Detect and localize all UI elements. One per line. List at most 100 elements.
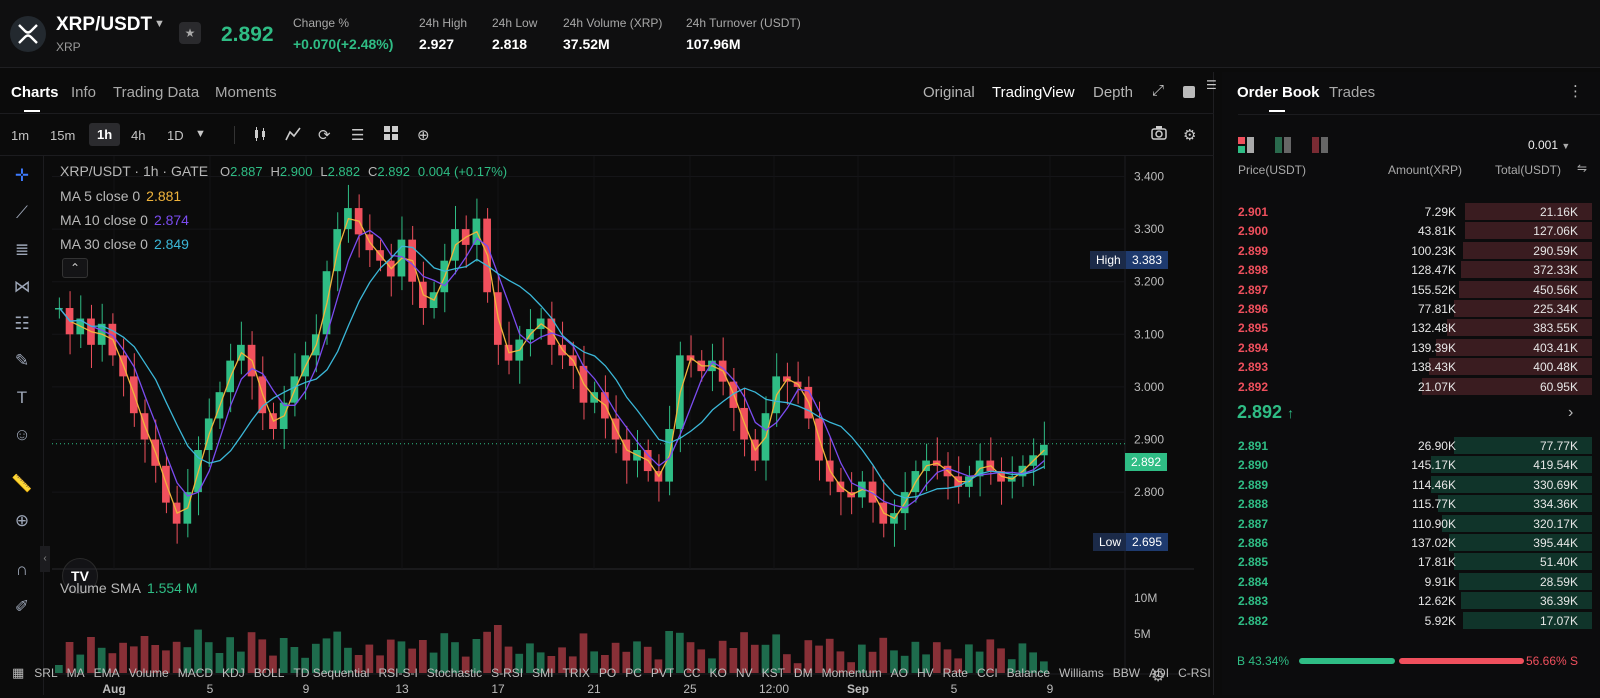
interval-1d[interactable]: 1D bbox=[167, 128, 184, 143]
indicator-item[interactable]: DM bbox=[793, 665, 813, 680]
pair-selector[interactable]: XRP/USDT bbox=[56, 14, 153, 35]
indicator-item[interactable]: S-RSI bbox=[491, 665, 524, 680]
indicator-item[interactable]: SRL bbox=[34, 665, 58, 680]
ask-row[interactable]: 2.895 132.48K 383.55K bbox=[1222, 318, 1592, 337]
view-original[interactable]: Original bbox=[923, 84, 975, 101]
bid-row[interactable]: 2.882 5.92K 17.07K bbox=[1222, 611, 1592, 630]
bid-row[interactable]: 2.884 9.91K 28.59K bbox=[1222, 572, 1592, 591]
bid-row[interactable]: 2.891 26.90K 77.77K bbox=[1222, 436, 1592, 455]
collapse-legend-icon[interactable]: ⌃ bbox=[62, 258, 88, 278]
indicator-item[interactable]: TRIX bbox=[562, 665, 590, 680]
fib-retracement-icon[interactable]: ☷ bbox=[14, 314, 30, 333]
indicator-item[interactable]: CC bbox=[683, 665, 701, 680]
bid-row[interactable]: 2.888 115.77K 334.36K bbox=[1222, 494, 1592, 513]
replay-icon[interactable]: ⟳ bbox=[318, 127, 331, 144]
grid-layout-icon[interactable] bbox=[384, 126, 398, 144]
indicator-item[interactable]: Williams bbox=[1059, 665, 1104, 680]
text-icon[interactable]: T bbox=[16, 388, 28, 407]
brush-icon[interactable]: ✎ bbox=[14, 351, 30, 370]
indicator-item[interactable]: AO bbox=[890, 665, 908, 680]
view-bids-icon[interactable] bbox=[1275, 137, 1293, 156]
indicator-item[interactable]: BBW bbox=[1112, 665, 1141, 680]
indicator-item[interactable]: Momentum bbox=[821, 665, 882, 680]
chevron-right-icon[interactable]: › bbox=[1568, 404, 1574, 421]
expand-icon[interactable]: ⤢ bbox=[1152, 82, 1165, 99]
ask-row[interactable]: 2.900 43.81K 127.06K bbox=[1222, 221, 1592, 240]
bid-row[interactable]: 2.885 17.81K 51.40K bbox=[1222, 552, 1592, 571]
indicator-item[interactable]: KST bbox=[761, 665, 785, 680]
ask-row[interactable]: 2.901 7.29K 21.16K bbox=[1222, 202, 1592, 221]
indicator-item[interactable]: HV bbox=[916, 665, 934, 680]
indicator-item[interactable]: C-RSI bbox=[1178, 665, 1211, 680]
chevron-down-icon[interactable]: ▼ bbox=[195, 128, 206, 140]
fib-lines-icon[interactable]: ≣ bbox=[14, 240, 30, 259]
panel-menu-icon[interactable]: ☰ bbox=[1206, 78, 1217, 92]
ask-row[interactable]: 2.896 77.81K 225.34K bbox=[1222, 299, 1592, 318]
chart-settings-icon[interactable]: ⚙ bbox=[1151, 668, 1166, 685]
indicators-icon[interactable] bbox=[285, 126, 301, 146]
ruler-icon[interactable]: 📏 bbox=[11, 474, 33, 493]
indicator-item[interactable]: Stochastic bbox=[426, 665, 483, 680]
indicator-item[interactable]: ADI bbox=[1149, 665, 1170, 680]
more-vertical-icon[interactable]: ⋮ bbox=[1568, 83, 1583, 100]
interval-15m[interactable]: 15m bbox=[50, 128, 76, 143]
indicator-item[interactable]: RSI-S-I bbox=[378, 665, 418, 680]
candle-type-icon[interactable] bbox=[252, 126, 268, 146]
tab-trades[interactable]: Trades bbox=[1329, 84, 1376, 101]
indicator-item[interactable]: TD Sequential bbox=[293, 665, 370, 680]
indicator-item[interactable]: KO bbox=[709, 665, 727, 680]
tab-trading-data[interactable]: Trading Data bbox=[113, 84, 200, 101]
magnet-icon[interactable]: ∩ bbox=[15, 560, 29, 579]
indicator-item[interactable]: SMI bbox=[532, 665, 554, 680]
indicator-item[interactable]: Balance bbox=[1006, 665, 1051, 680]
indicator-item[interactable]: EMA bbox=[93, 665, 120, 680]
indicator-item[interactable]: NV bbox=[735, 665, 753, 680]
tab-charts[interactable]: Charts bbox=[11, 84, 59, 101]
interval-1h[interactable]: 1h bbox=[89, 123, 121, 146]
indicator-item[interactable]: Volume bbox=[128, 665, 169, 680]
collapse-toolbar-icon[interactable]: ‹ bbox=[40, 546, 50, 572]
interval-4h[interactable]: 4h bbox=[131, 128, 146, 143]
bid-row[interactable]: 2.890 145.17K 419.54K bbox=[1222, 455, 1592, 474]
star-icon[interactable]: ★ bbox=[179, 22, 201, 44]
templates-icon[interactable]: ☰ bbox=[351, 127, 365, 144]
zoom-in-icon[interactable]: ⊕ bbox=[14, 511, 30, 530]
indicator-item[interactable]: MA bbox=[66, 665, 85, 680]
ask-row[interactable]: 2.894 139.39K 403.41K bbox=[1222, 338, 1592, 357]
lock-drawing-icon[interactable]: ✐ bbox=[14, 597, 30, 616]
indicator-item[interactable]: CCI bbox=[976, 665, 998, 680]
interval-1m[interactable]: 1m bbox=[11, 128, 30, 143]
pattern-icon[interactable]: ⋈ bbox=[13, 277, 31, 296]
ask-row[interactable]: 2.897 155.52K 450.56K bbox=[1222, 280, 1592, 299]
ask-row[interactable]: 2.893 138.43K 400.48K bbox=[1222, 357, 1592, 376]
tab-info[interactable]: Info bbox=[71, 84, 97, 101]
tab-moments[interactable]: Moments bbox=[215, 84, 277, 101]
bid-row[interactable]: 2.886 137.02K 395.44K bbox=[1222, 533, 1592, 552]
indicator-item[interactable]: PC bbox=[625, 665, 642, 680]
indicator-item[interactable]: BOLL bbox=[253, 665, 285, 680]
precision-select[interactable]: 0.001 ▼ bbox=[1528, 138, 1571, 152]
view-tradingview[interactable]: TradingView bbox=[992, 84, 1075, 101]
view-depth[interactable]: Depth bbox=[1093, 84, 1134, 101]
ask-row[interactable]: 2.898 128.47K 372.33K bbox=[1222, 260, 1592, 279]
trendline-icon[interactable]: ⟋ bbox=[16, 203, 28, 222]
bid-row[interactable]: 2.887 110.90K 320.17K bbox=[1222, 514, 1592, 533]
chevron-down-icon[interactable]: ▼ bbox=[154, 18, 165, 30]
view-asks-icon[interactable] bbox=[1312, 137, 1330, 156]
indicator-item[interactable]: MACD bbox=[177, 665, 214, 680]
indicator-item[interactable]: KDJ bbox=[222, 665, 245, 680]
bid-row[interactable]: 2.883 12.62K 36.39K bbox=[1222, 591, 1592, 610]
price-chart[interactable]: 3.400 3.300 3.200 3.100 3.000 2.900 2.800 10M 5M… bbox=[52, 156, 1214, 696]
indicator-item[interactable]: Rate bbox=[942, 665, 968, 680]
indicator-item[interactable]: PVT bbox=[650, 665, 675, 680]
camera-icon[interactable] bbox=[1151, 126, 1167, 144]
indicator-item[interactable]: PO bbox=[598, 665, 617, 680]
emoji-icon[interactable]: ☺ bbox=[13, 425, 31, 444]
tab-order-book[interactable]: Order Book bbox=[1237, 84, 1320, 101]
view-both-icon[interactable] bbox=[1238, 137, 1256, 156]
gear-icon[interactable]: ⚙ bbox=[1183, 127, 1197, 144]
bid-row[interactable]: 2.889 114.46K 330.69K bbox=[1222, 475, 1592, 494]
sort-icon[interactable]: ⇋ bbox=[1577, 161, 1588, 175]
ask-row[interactable]: 2.892 21.07K 60.95K bbox=[1222, 377, 1592, 396]
tradingview-logo-icon[interactable]: TV bbox=[62, 558, 98, 594]
